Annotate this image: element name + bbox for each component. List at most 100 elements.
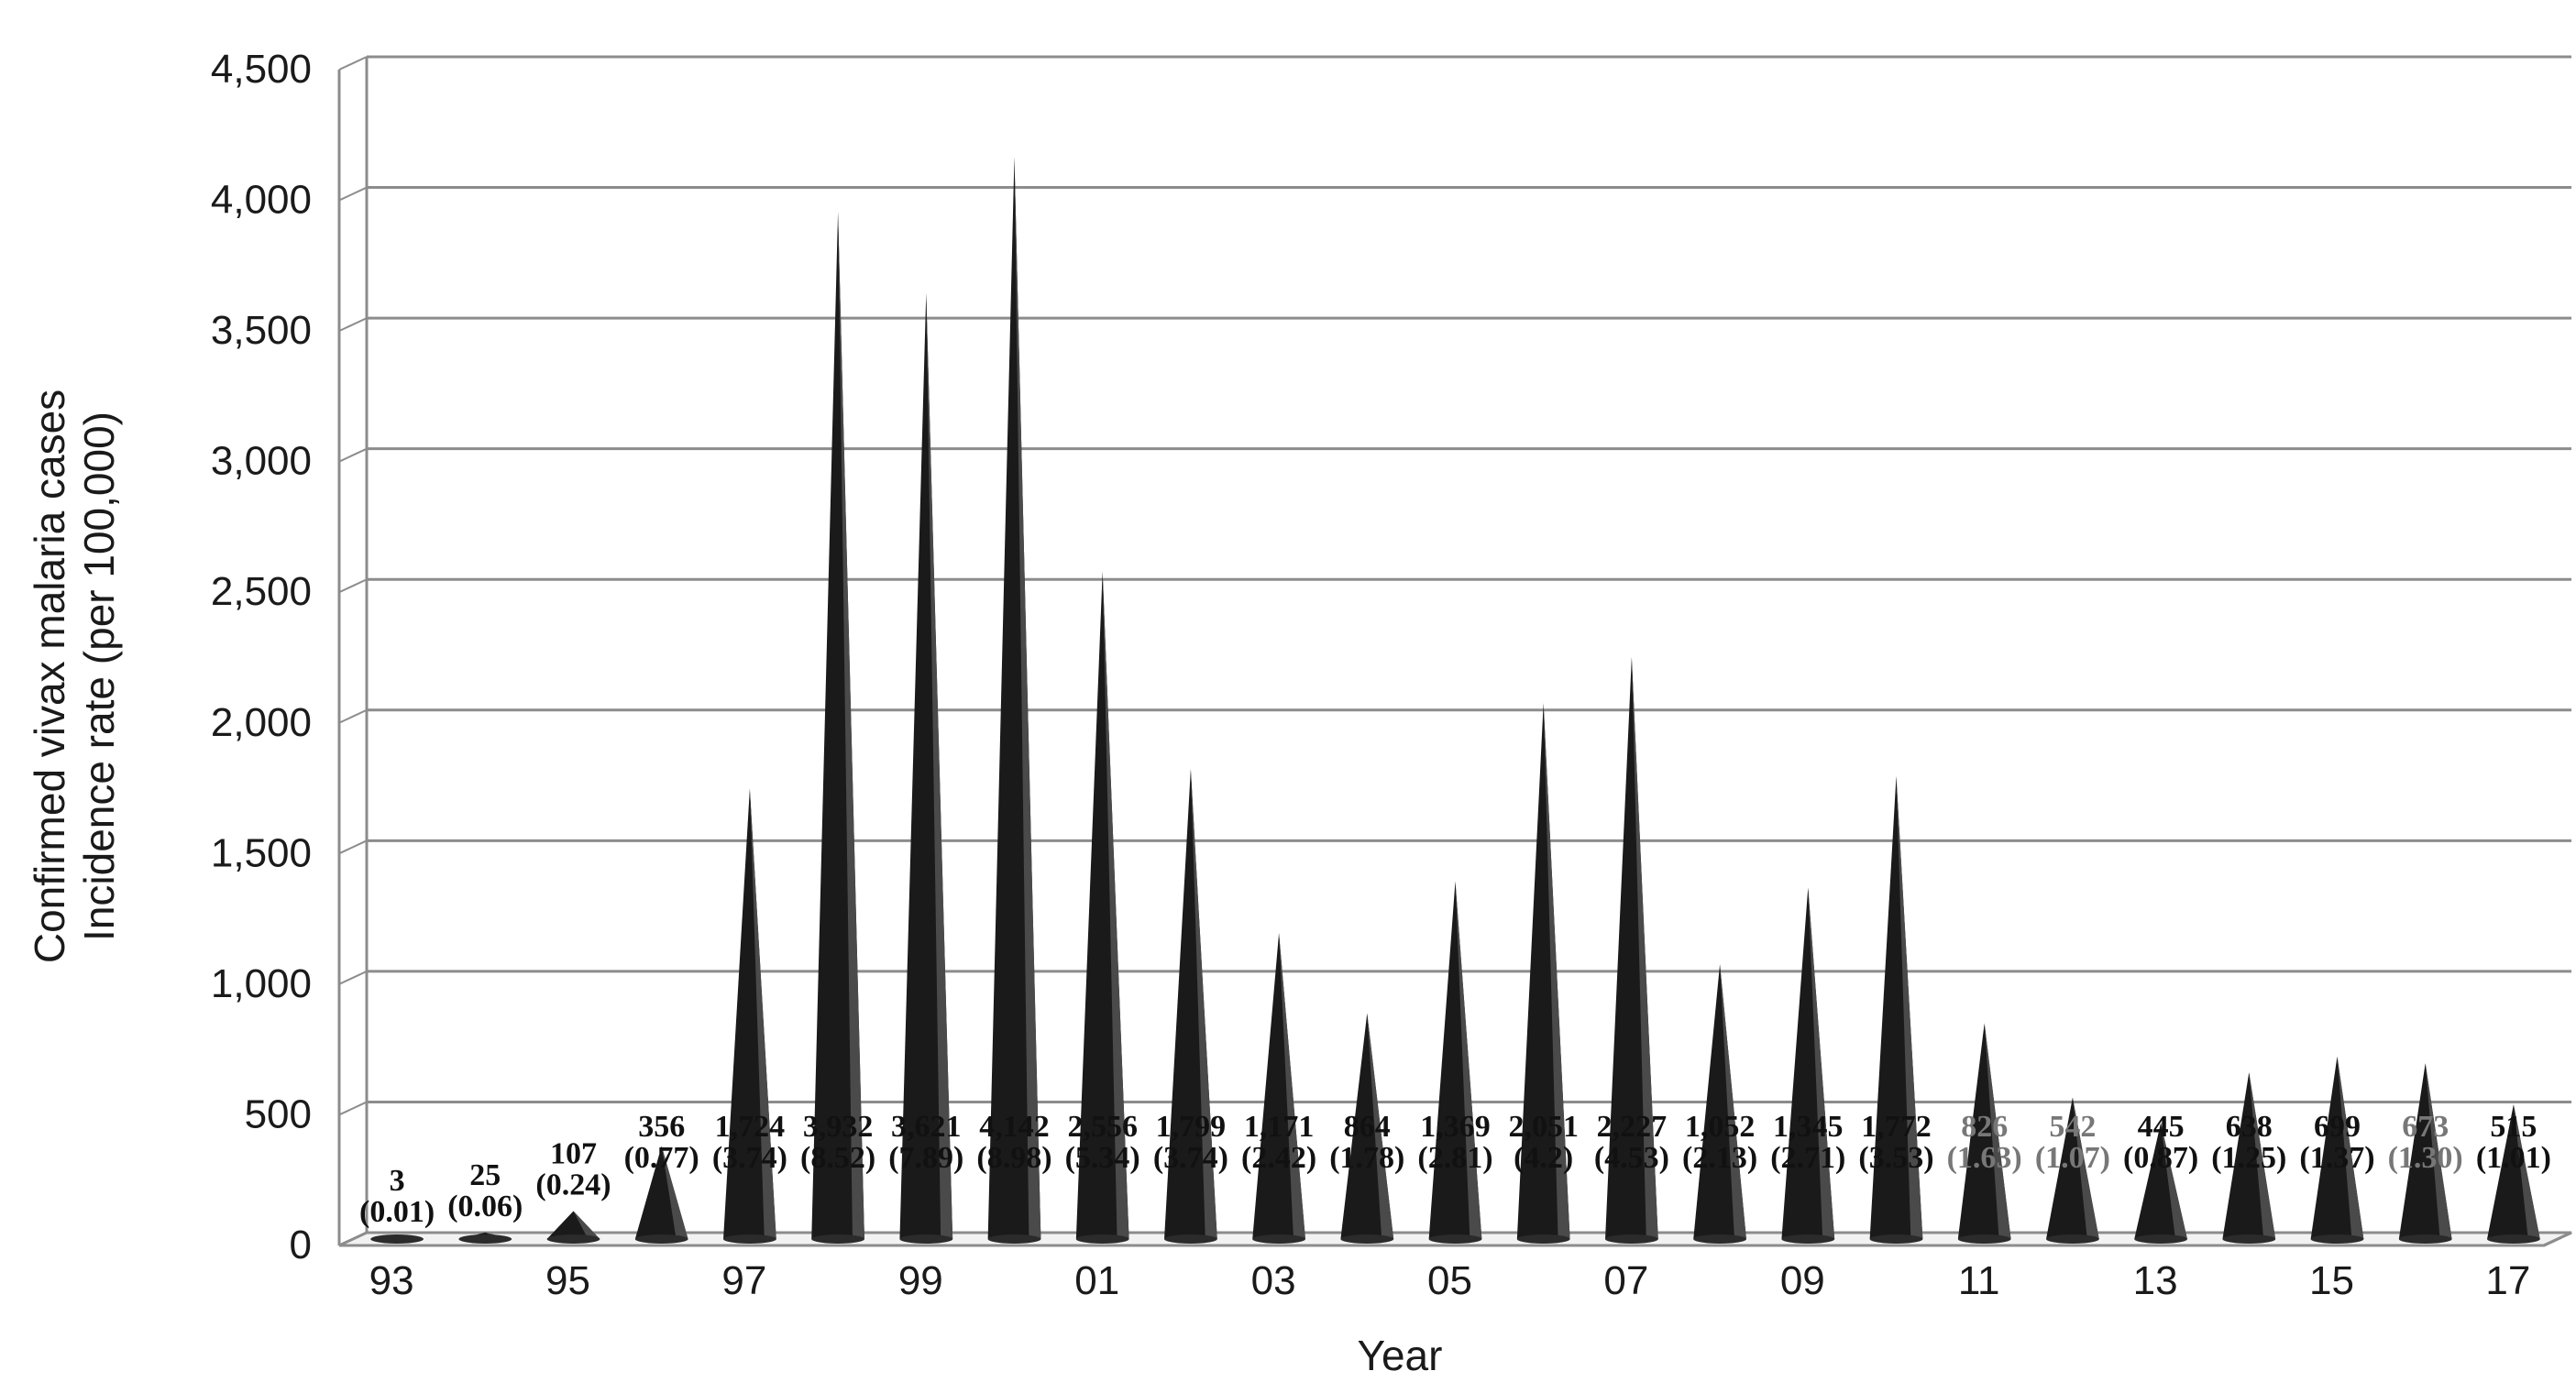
data-label-count: 1,799 [1156,1110,1227,1144]
x-tick-label: 03 [1251,1258,1296,1303]
data-label-rate: (1.30) [2388,1141,2463,1175]
y-tick-label: 1,000 [211,961,312,1006]
data-label-count: 356 [638,1110,685,1144]
y-tick-label: 3,000 [211,439,312,484]
data-label-rate: (1.01) [2476,1141,2551,1175]
gridline-slant [338,708,368,724]
cone-bar-base [1605,1234,1658,1244]
data-label-rate: (0.24) [535,1168,611,1201]
cone-bar-base [2310,1234,2364,1244]
x-tick-label: 99 [898,1258,943,1303]
cone-bar-shade [485,1232,512,1239]
y-tick-label: 4,500 [211,47,312,92]
cone-bar-shade [926,292,953,1239]
x-tick-label: 15 [2309,1258,2354,1303]
data-label-count: 638 [2226,1110,2273,1144]
cone-bar-shade [1367,1013,1394,1239]
y-axis-title-line1: Confirmed vivax malaria cases [26,389,73,963]
data-label-rate: (1.78) [1329,1141,1404,1175]
x-axis-ticks: 93 95 97 99 01 03 05 07 09 11 13 15 17 [369,1258,2531,1303]
x-tick-label: 11 [1958,1258,2000,1303]
gridline-slant [338,839,368,855]
data-label-rate: (0.87) [2123,1141,2198,1175]
x-tick-label: 13 [2133,1258,2178,1303]
cone-bars [370,157,2540,1244]
x-tick-label: 07 [1603,1258,1648,1303]
x-tick-label: 05 [1427,1258,1472,1303]
cone-bar-shade [1543,703,1570,1239]
data-label-rate: (2.13) [1682,1141,1757,1175]
cone-bar-base [1428,1234,1482,1244]
y-axis-ticks: 0 500 1,000 1,500 2,000 2,500 3,000 3,500 4,000 4… [211,47,312,1267]
y-tick-label: 1,500 [211,830,312,875]
cone-bar-shade [2425,1063,2452,1239]
data-label-count: 864 [1344,1110,1391,1144]
cone-bar-base [458,1234,512,1244]
data-label-count: 3,621 [891,1110,962,1144]
cone-bar-base [1164,1234,1217,1244]
gridline-slant [338,578,368,594]
x-tick-label: 01 [1074,1258,1119,1303]
cone-bar-shade [1720,964,1746,1239]
cone-bar-shade [2249,1072,2276,1239]
data-labels: 3(0.01)25(0.06)107(0.24)356(0.77)1,724(3… [359,1110,2551,1229]
data-label-count: 3 [390,1164,405,1198]
gridline-slant [338,56,368,71]
cone-bar-shade [2337,1056,2364,1239]
cone-bar-shade [661,1146,688,1239]
data-label-count: 3,932 [803,1110,874,1144]
x-tick-label: 95 [545,1258,590,1303]
cone-bar-base [634,1234,688,1244]
y-tick-label: 500 [245,1091,312,1136]
cone-bar-shade [749,788,776,1239]
data-label-count: 1,345 [1773,1110,1844,1144]
cone-bar-base [899,1234,953,1244]
cone-bar-base [2134,1234,2187,1244]
cone-bar-shade [2513,1104,2540,1239]
data-label-rate: (0.06) [447,1190,523,1223]
cone-bar-shade [1808,887,1835,1239]
gridline-slant [338,1101,368,1116]
data-label-count: 1,369 [1420,1110,1491,1144]
data-label-count: 2,556 [1067,1110,1138,1144]
cone-bar-shade [2161,1123,2187,1239]
data-label-rate: (3.74) [1153,1141,1228,1175]
data-label-count: 542 [2049,1110,2096,1144]
data-label-count: 4,142 [979,1110,1050,1144]
data-label-rate: (7.89) [888,1141,963,1175]
y-tick-label: 2,500 [211,569,312,614]
data-label-rate: (8.52) [800,1141,875,1175]
y-tick-label: 3,500 [211,308,312,353]
data-label-rate: (4.2) [1514,1141,1573,1175]
data-label-rate: (4.53) [1594,1141,1669,1175]
x-tick-label: 17 [2485,1258,2530,1303]
data-label-count: 445 [2138,1110,2185,1144]
cone-bar-shade [2072,1097,2099,1239]
cone-bar-shade [1896,775,1923,1239]
cone-bar-shade [1279,933,1305,1239]
y-tick-label: 4,000 [211,178,312,223]
gridline-slant [338,970,368,985]
gridline-slant [338,447,368,463]
cone-bar-base [2046,1234,2099,1244]
cone-bar-base [370,1234,424,1244]
data-label-count: 107 [550,1136,597,1170]
data-label-count: 1,724 [715,1110,786,1144]
data-label-rate: (3.53) [1858,1141,1933,1175]
data-label-rate: (1.07) [2035,1141,2110,1175]
data-label-rate: (3.74) [712,1141,787,1175]
data-label-count: 673 [2402,1110,2449,1144]
data-label-count: 2,051 [1508,1110,1579,1144]
cone-bar-shade [1102,571,1129,1239]
data-label-rate: (1.25) [2211,1141,2286,1175]
data-label-rate: (2.71) [1770,1141,1845,1175]
cone-bar-base [2222,1234,2276,1244]
cone-bar-base [723,1234,776,1244]
data-label-count: 1,052 [1685,1110,1756,1144]
gridlines [337,55,2572,1247]
x-tick-label: 09 [1780,1258,1825,1303]
cone-bar-base [1957,1234,2011,1244]
data-label-rate: (0.01) [359,1195,435,1229]
data-label-rate: (8.98) [976,1141,1051,1175]
data-label-count: 2,227 [1597,1110,1668,1144]
